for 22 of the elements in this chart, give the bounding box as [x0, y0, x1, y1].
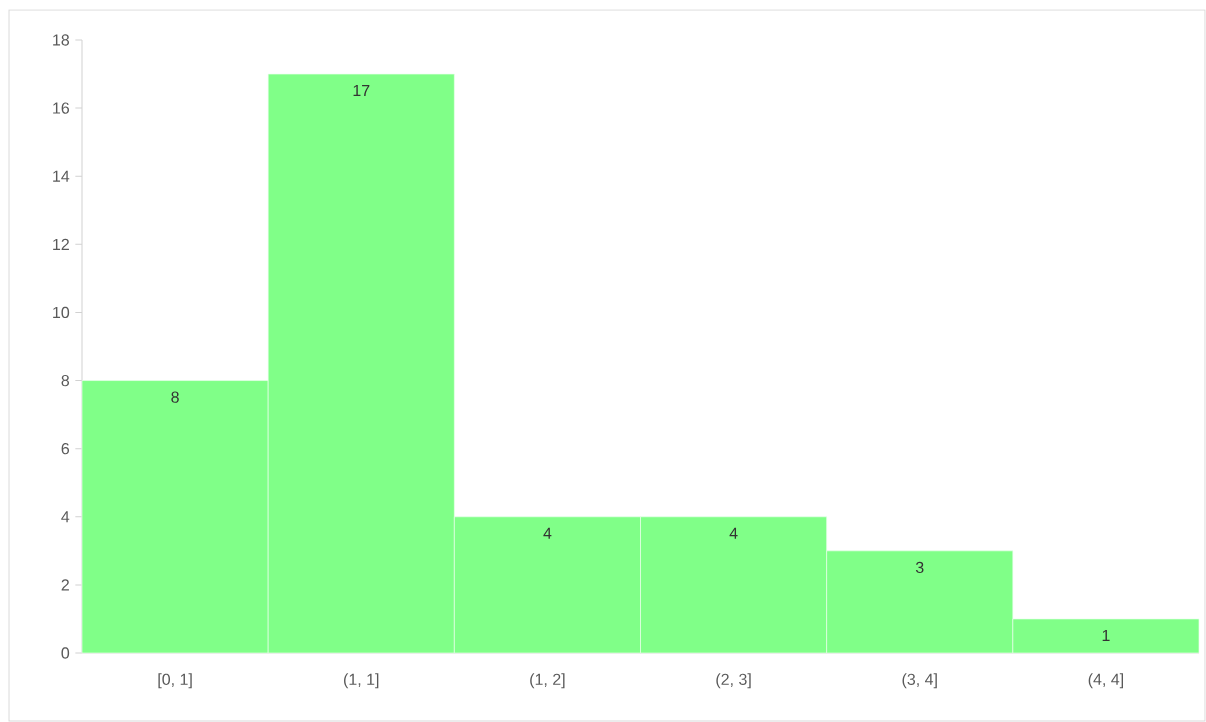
x-tick-label: (4, 4]: [1088, 673, 1123, 689]
x-tick-label: (1, 1]: [344, 673, 379, 689]
y-tick-label: 2: [61, 579, 69, 591]
y-tick-label: 14: [53, 170, 70, 182]
y-tick-label: 4: [61, 511, 70, 523]
y-tick-label: 8: [61, 374, 70, 387]
data-label: 4: [729, 527, 738, 539]
data-label: 1: [1102, 629, 1110, 641]
x-tick-label: (2, 3]: [716, 673, 751, 689]
x-tick-label: [0, 1]: [158, 673, 192, 689]
data-label: 8: [171, 391, 179, 403]
y-tick-label: 16: [53, 102, 70, 114]
y-tick-label: 18: [53, 34, 70, 46]
x-tick-label: (1, 2]: [530, 673, 565, 689]
data-label: 17: [353, 85, 370, 96]
y-tick-label: 6: [61, 443, 70, 455]
y-tick-label: 10: [53, 306, 70, 319]
y-tick-label: 0: [61, 647, 70, 659]
x-tick-label: (3, 4]: [902, 673, 937, 689]
y-tick-label: 12: [53, 238, 69, 250]
data-label: 4: [543, 527, 552, 539]
data-label: 3: [915, 561, 924, 574]
